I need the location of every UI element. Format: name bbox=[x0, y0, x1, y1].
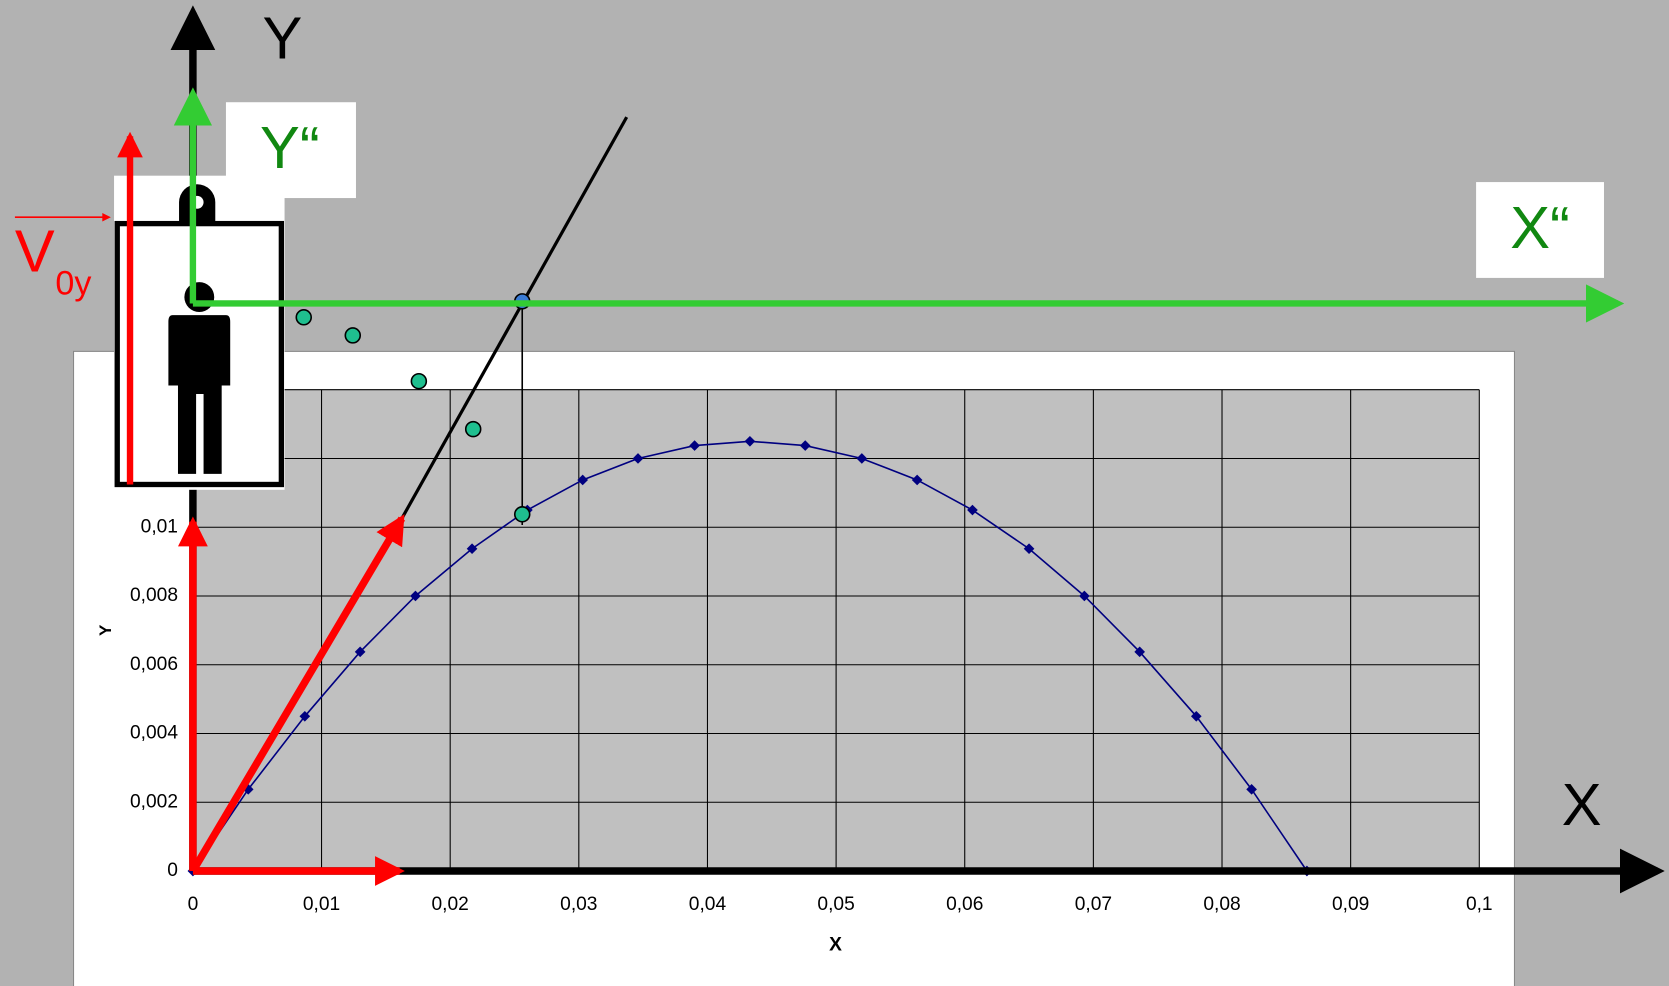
moving-y-label: Y“ bbox=[260, 114, 320, 181]
x-tick-label: 0,03 bbox=[560, 894, 597, 915]
big-y-label: Y bbox=[263, 4, 303, 71]
moving-x-label: X“ bbox=[1510, 194, 1570, 261]
relative-point bbox=[515, 507, 530, 522]
y-tick-label: 0,002 bbox=[130, 791, 178, 812]
relative-point bbox=[345, 328, 360, 343]
page: {"chart_data": {"type": "line", "x_label… bbox=[0, 0, 1669, 986]
person-head bbox=[184, 282, 214, 312]
y-axis-title: Y bbox=[96, 624, 115, 636]
x-tick-label: 0,06 bbox=[946, 894, 983, 915]
x-tick-label: 0,1 bbox=[1466, 894, 1493, 915]
x-tick-label: 0,01 bbox=[303, 894, 340, 915]
relative-point bbox=[411, 374, 426, 389]
x-tick-label: 0 bbox=[188, 894, 199, 915]
velocity-label: V bbox=[15, 217, 55, 284]
y-tick-label: 0,01 bbox=[141, 516, 178, 537]
x-tick-label: 0,08 bbox=[1203, 894, 1240, 915]
relative-point bbox=[466, 422, 481, 437]
y-tick-label: 0,006 bbox=[130, 654, 178, 675]
vector-bar-head bbox=[102, 213, 111, 222]
y-tick-label: 0,008 bbox=[130, 585, 178, 606]
x-tick-label: 0,04 bbox=[689, 894, 727, 915]
x-tick-label: 0,02 bbox=[432, 894, 469, 915]
x-axis-title: X bbox=[829, 935, 842, 956]
x-tick-label: 0,05 bbox=[817, 894, 854, 915]
y-tick-label: 0,004 bbox=[130, 723, 178, 744]
slide: 00,0020,0040,0060,0080,010,0120,01400,01… bbox=[0, 0, 1669, 986]
big-x-label: X bbox=[1562, 771, 1602, 838]
relative-point bbox=[296, 310, 311, 325]
x-tick-label: 0,09 bbox=[1332, 894, 1369, 915]
elevator bbox=[114, 176, 285, 490]
y-tick-label: 0 bbox=[167, 860, 178, 881]
x-tick-label: 0,07 bbox=[1075, 894, 1112, 915]
velocity-subscript: 0y bbox=[55, 264, 91, 302]
